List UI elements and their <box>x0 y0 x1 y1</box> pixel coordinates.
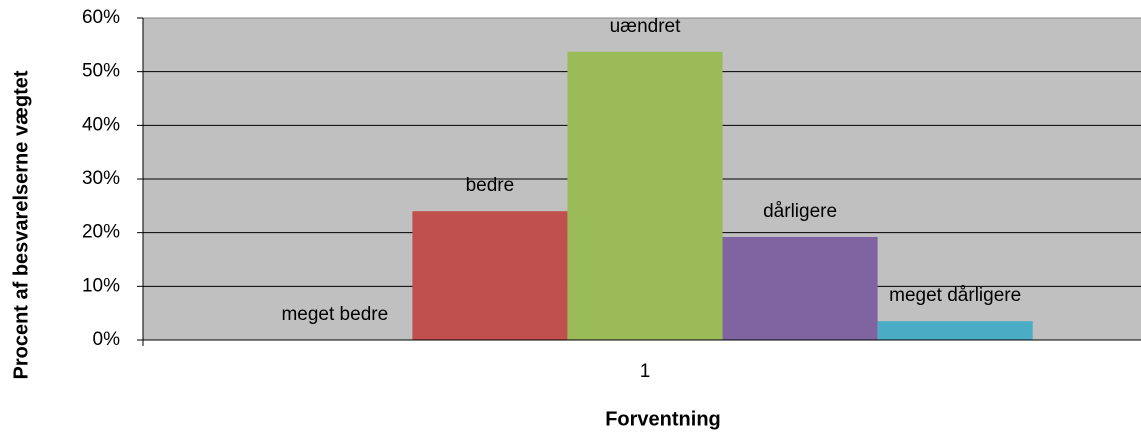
series-label: meget bedre <box>281 304 388 325</box>
bar <box>722 236 878 340</box>
bar <box>877 321 1033 340</box>
y-tick-label: 50% <box>82 61 120 82</box>
bar <box>567 51 723 341</box>
x-axis-label: Forventning <box>605 408 721 430</box>
y-tick-label: 0% <box>93 329 121 350</box>
y-tick-label: 20% <box>82 222 120 243</box>
bar <box>412 211 568 340</box>
series-label: dårligere <box>763 201 837 222</box>
series-label: meget dårligere <box>889 285 1021 306</box>
series-label: bedre <box>466 175 515 196</box>
y-axis-label: Procent af besvarelserne vægtet <box>10 70 32 379</box>
x-tick-label: 1 <box>640 361 651 382</box>
y-tick-label: 40% <box>82 114 120 135</box>
y-tick-label: 10% <box>82 275 120 296</box>
y-tick-label: 30% <box>82 168 120 189</box>
series-label: uændret <box>610 16 681 37</box>
y-tick-label: 60% <box>82 7 120 28</box>
